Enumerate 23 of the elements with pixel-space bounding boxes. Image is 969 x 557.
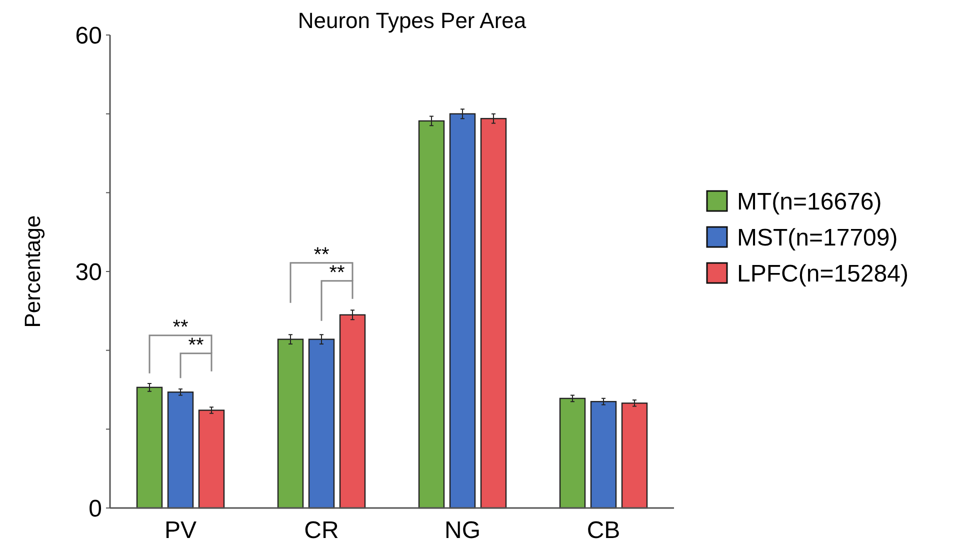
x-tick-label: CB: [586, 517, 620, 544]
legend-label: MT(n=16676): [737, 188, 882, 216]
x-tick-label: NG: [444, 517, 480, 544]
annotation: **: [329, 262, 345, 284]
x-tick-label: CR: [304, 517, 339, 544]
bar: [621, 402, 648, 509]
annotation: **: [314, 244, 330, 266]
bar: [590, 400, 617, 509]
x-tick-label: PV: [164, 517, 197, 544]
bar: [480, 118, 507, 509]
bar: [559, 398, 586, 509]
bar: [167, 392, 194, 509]
y-axis-title: Percentage: [20, 215, 45, 328]
legend-label: MST(n=17709): [737, 224, 898, 252]
annotation: **: [172, 316, 188, 338]
chart-title: Neuron Types Per Area: [298, 8, 527, 33]
bar: [198, 410, 225, 509]
y-tick-label: 30: [75, 258, 102, 286]
legend-label: LPFC(n=15284): [737, 260, 908, 288]
y-tick-label: 0: [88, 495, 102, 522]
annotation: **: [188, 334, 204, 356]
y-tick-label: 60: [75, 22, 102, 50]
bar: [136, 386, 163, 509]
